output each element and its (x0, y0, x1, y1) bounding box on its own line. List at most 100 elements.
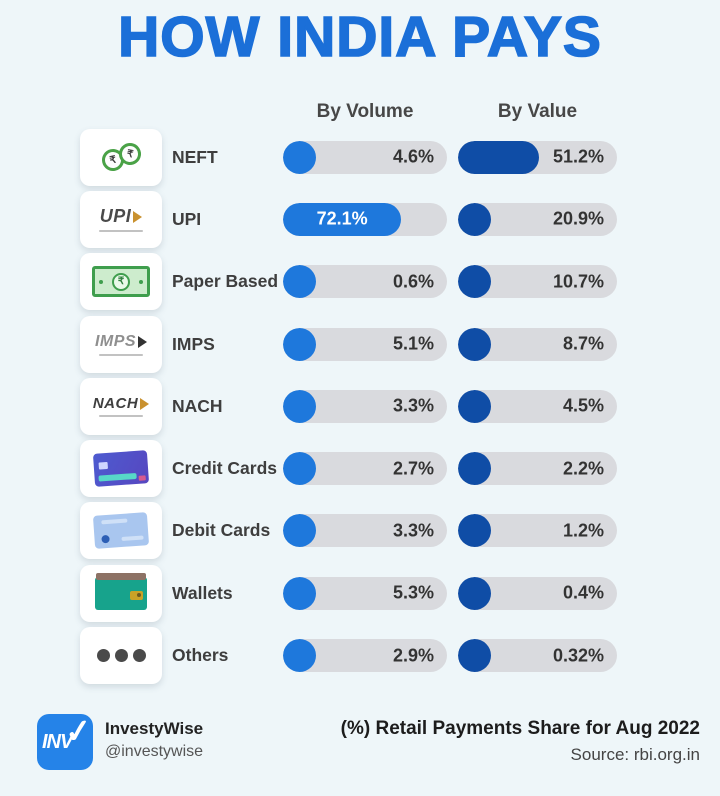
value-bar-fill (458, 452, 491, 486)
volume-bar-fill (283, 140, 316, 174)
wallet-flap (96, 572, 146, 580)
investywise-logo: INV ✓ (37, 714, 93, 770)
row-label: NACH (172, 395, 223, 416)
imps-logo-text: IMPS (94, 332, 137, 350)
checkmark-icon: ✓ (63, 714, 93, 751)
arrow-icon (140, 397, 150, 410)
value-value: 1.2% (562, 520, 604, 541)
table-row: ₹ Paper Based 0.6% 10.7% (0, 251, 720, 313)
volume-bar-fill (283, 327, 316, 361)
value-value: 0.4% (562, 582, 604, 603)
imps-value-bar: 8.7% (458, 327, 617, 361)
debit-volume-bar: 3.3% (283, 514, 447, 548)
upi-logo-text: UPI (99, 206, 132, 227)
value-value: 10.7% (552, 271, 604, 292)
upi-volume-bar: 72.1% (283, 202, 447, 236)
volume-bar-fill (283, 202, 402, 236)
volume-bar-fill (283, 639, 316, 673)
value-value: 20.9% (552, 208, 604, 229)
row-label: Debit Cards (172, 520, 271, 541)
logo-subtext (99, 353, 143, 356)
table-row: NACH NACH 3.3% 4.5% (0, 375, 720, 437)
banknote-icon: ₹ (80, 253, 162, 311)
value-bar-fill (458, 389, 491, 423)
card-line (121, 535, 144, 542)
rupee-icon: ₹ (112, 272, 130, 291)
volume-bar-fill (283, 514, 316, 548)
paper-value-bar: 10.7% (458, 265, 617, 299)
neft-value-bar: 51.2% (458, 140, 617, 174)
brand-handle: @investywise (105, 743, 204, 760)
dot (114, 649, 128, 663)
column-headers: By Volume By Value (0, 101, 720, 123)
row-label: IMPS (172, 333, 215, 354)
value-bar-fill (458, 140, 540, 174)
wallets-volume-bar: 5.3% (283, 576, 447, 610)
imps-volume-bar: 5.1% (283, 327, 447, 361)
brand-name: InvestyWise (105, 719, 204, 738)
card-chip (98, 462, 108, 470)
imps-logo-icon: IMPS (80, 315, 162, 373)
volume-bar-fill (283, 265, 316, 299)
credit-value-bar: 2.2% (458, 452, 617, 486)
arrow-icon (133, 210, 143, 223)
row-label: NEFT (172, 146, 218, 167)
volume-value: 3.3% (392, 395, 434, 416)
upi-logo-icon: UPI (80, 190, 162, 248)
volume-value: 2.9% (392, 645, 434, 666)
card-logo-mark (138, 475, 146, 481)
by-value-header: By Value (497, 101, 578, 122)
card-dot (101, 535, 110, 544)
dot (96, 649, 110, 663)
neft-volume-bar: 4.6% (283, 140, 447, 174)
value-value: 4.5% (562, 395, 604, 416)
ellipsis-icon (80, 627, 162, 685)
value-value: 2.2% (562, 458, 604, 479)
table-row: Credit Cards 2.7% 2.2% (0, 437, 720, 499)
others-value-bar: 0.32% (458, 639, 617, 673)
banknote-dot (99, 279, 103, 284)
logo-subtext (99, 230, 143, 233)
table-row: ₹ ₹ NEFT 4.6% 51.2% (0, 126, 720, 188)
value-value: 8.7% (562, 333, 604, 354)
volume-value: 5.3% (392, 582, 434, 603)
value-value: 0.32% (552, 645, 604, 666)
dot (132, 649, 146, 663)
nach-value-bar: 4.5% (458, 389, 617, 423)
logo-subtext (99, 415, 143, 418)
card-stripe (98, 473, 137, 482)
table-row: UPI UPI 72.1% 20.9% (0, 188, 720, 250)
source-text: Source: rbi.org.in (570, 745, 700, 764)
value-bar-fill (458, 514, 491, 548)
credit-volume-bar: 2.7% (283, 452, 447, 486)
table-row: Wallets 5.3% 0.4% (0, 562, 720, 624)
credit-card-icon (80, 440, 162, 498)
volume-bar-fill (283, 452, 316, 486)
chart-caption: (%) Retail Payments Share for Aug 2022 (340, 718, 700, 739)
page-title: HOW INDIA PAYS (117, 4, 602, 70)
volume-value: 5.1% (392, 333, 434, 354)
footer: INV ✓ InvestyWise @investywise (%) Retai… (0, 712, 720, 782)
volume-bar-fill (283, 576, 316, 610)
value-bar-fill (458, 327, 491, 361)
upi-value-bar: 20.9% (458, 202, 617, 236)
volume-value: 0.6% (392, 271, 434, 292)
volume-value: 3.3% (392, 520, 434, 541)
wallet-clasp (130, 590, 143, 600)
card-line (101, 518, 128, 525)
volume-bar-fill (283, 389, 316, 423)
wallet-icon (80, 564, 162, 622)
debit-card-icon (80, 502, 162, 560)
row-label: Wallets (172, 582, 233, 603)
neft-exchange-icon: ₹ ₹ (80, 128, 162, 186)
row-label: UPI (172, 208, 202, 229)
value-bar-fill (458, 639, 491, 673)
volume-value: 72.1% (316, 208, 368, 229)
volume-value: 4.6% (392, 146, 434, 167)
paper-volume-bar: 0.6% (283, 265, 447, 299)
value-bar-fill (458, 202, 492, 236)
value-bar-fill (458, 576, 491, 610)
nach-volume-bar: 3.3% (283, 389, 447, 423)
wallets-value-bar: 0.4% (458, 576, 617, 610)
